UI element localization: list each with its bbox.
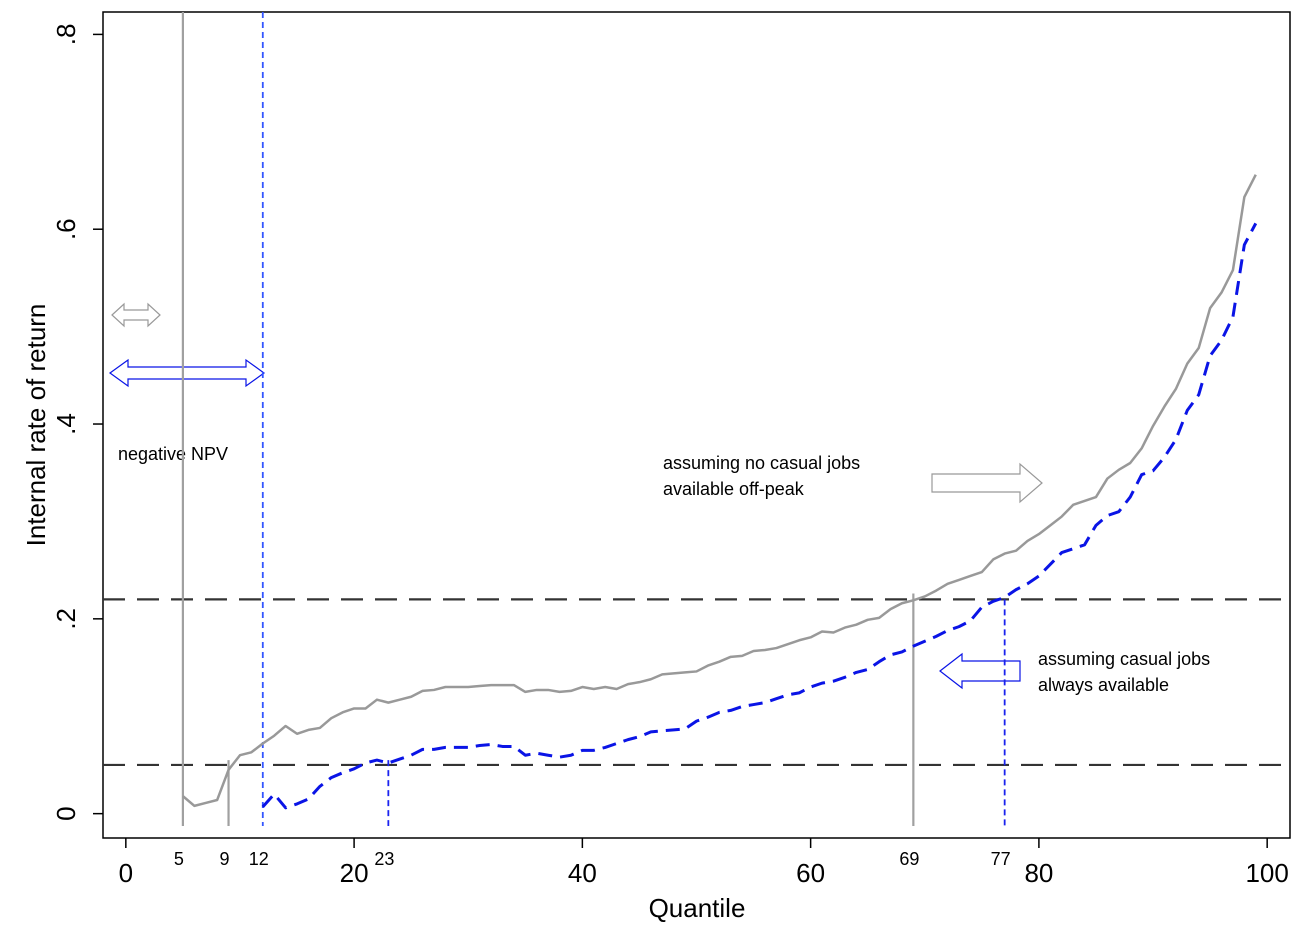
annotation: available off-peak [663, 479, 805, 499]
y-tick-label: 0 [51, 806, 81, 820]
x-tick-label: 60 [796, 858, 825, 888]
arrow [108, 358, 266, 388]
annotation: negative NPV [118, 444, 228, 464]
reference-label: 77 [991, 849, 1011, 869]
y-axis-title: Internal rate of return [21, 304, 51, 547]
reference-label: 5 [174, 849, 184, 869]
series-line [261, 222, 1258, 810]
y-tick-label: .6 [51, 218, 81, 240]
reference-label: 69 [899, 849, 919, 869]
x-tick-label: 80 [1024, 858, 1053, 888]
annotation: always available [1038, 675, 1169, 695]
annotation: assuming casual jobs [1038, 649, 1210, 669]
reference-label: 23 [374, 849, 394, 869]
reference-label: 9 [220, 849, 230, 869]
x-tick-label: 40 [568, 858, 597, 888]
arrow [939, 652, 1021, 690]
x-tick-label: 0 [119, 858, 133, 888]
annotation: assuming no casual jobs [663, 453, 860, 473]
reference-label: 12 [249, 849, 269, 869]
x-tick-label: 20 [340, 858, 369, 888]
arrow [931, 462, 1043, 504]
x-tick-label: 100 [1245, 858, 1288, 888]
y-tick-label: .2 [51, 608, 81, 630]
y-tick-label: .4 [51, 413, 81, 435]
x-axis-title: Quantile [649, 893, 746, 923]
y-tick-label: .8 [51, 24, 81, 46]
plot-frame [102, 11, 1291, 839]
series-line [182, 174, 1257, 808]
arrow [111, 302, 161, 328]
